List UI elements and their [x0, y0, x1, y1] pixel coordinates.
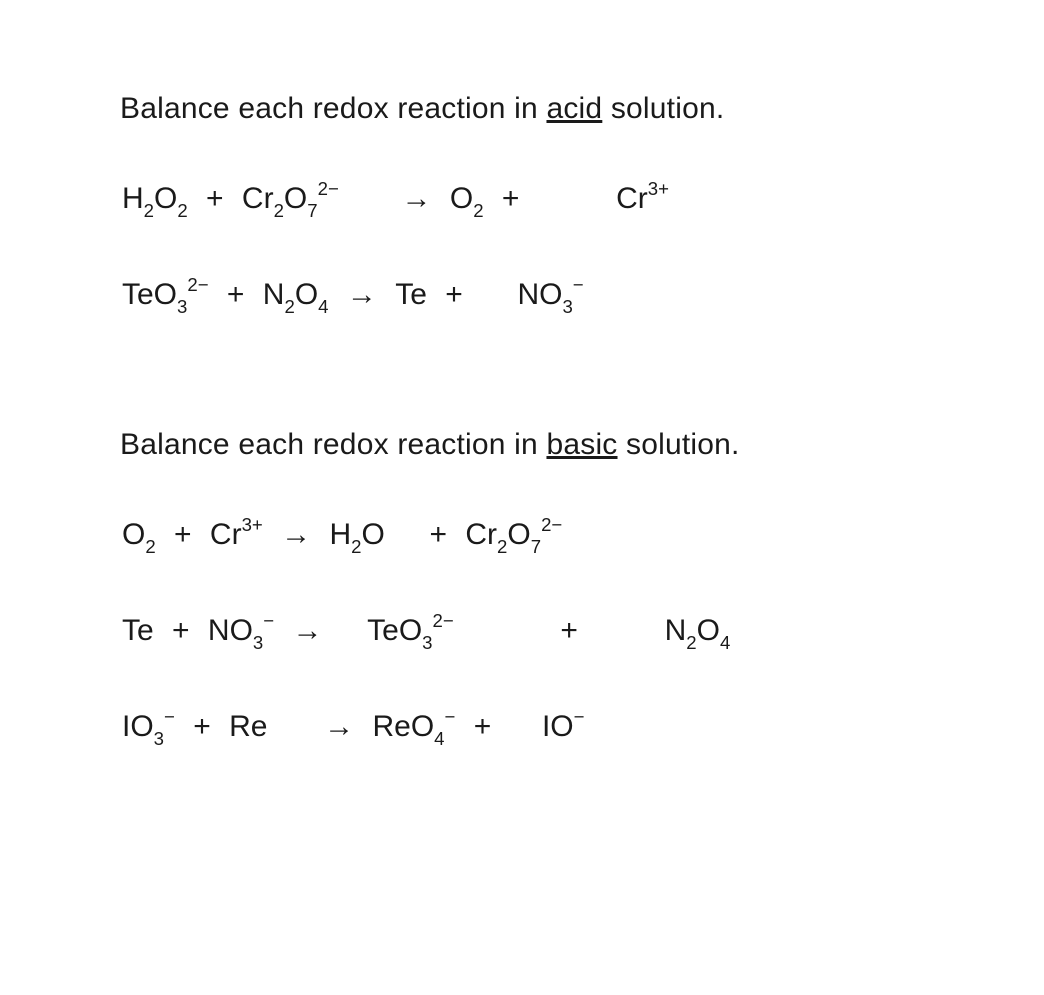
species: TeO32−: [122, 274, 209, 318]
equation-acid-2: TeO32− + N2O4 → Te + NO3−: [120, 274, 984, 318]
plus-icon: +: [193, 706, 211, 748]
plus-icon: +: [174, 514, 192, 556]
plus-icon: +: [445, 274, 463, 316]
equation-basic-3: IO3− + Re → ReO4− + IO−: [120, 706, 984, 750]
plus-icon: +: [206, 178, 224, 220]
species: Cr2O72−: [242, 178, 339, 222]
species: H2O2: [122, 178, 188, 222]
species: N2O4: [665, 610, 731, 654]
plus-icon: +: [502, 178, 520, 220]
plus-icon: +: [430, 514, 448, 556]
species: NO3−: [517, 274, 583, 318]
species: Te: [122, 610, 154, 652]
page: Balance each redox reaction in acid solu…: [0, 0, 1044, 842]
species: N2O4: [263, 274, 329, 318]
species: TeO32−: [367, 610, 454, 654]
equation-basic-2: Te + NO3− → TeO32− + N2O4: [120, 610, 984, 654]
equation-basic-1: O2 + Cr3+ → H2O + Cr2O72−: [120, 514, 984, 558]
species: Re: [229, 706, 267, 748]
basic-heading-after: solution.: [618, 428, 740, 461]
species: Cr3+: [616, 178, 669, 220]
species: IO−: [542, 706, 585, 748]
basic-heading: Balance each redox reaction in basic sol…: [120, 428, 984, 462]
species: H2O: [329, 514, 384, 558]
plus-icon: +: [227, 274, 245, 316]
acid-heading-underlined: acid: [546, 92, 602, 125]
species: NO3−: [208, 610, 274, 654]
arrow-icon: →: [347, 274, 377, 316]
equation-acid-1: H2O2 + Cr2O72− → O2 + Cr3+: [120, 178, 984, 222]
species: ReO4−: [372, 706, 455, 750]
arrow-icon: →: [402, 178, 432, 220]
acid-heading-after: solution.: [602, 92, 724, 125]
basic-heading-before: Balance each redox reaction in: [120, 428, 546, 461]
plus-icon: +: [172, 610, 190, 652]
arrow-icon: →: [281, 514, 311, 556]
species: O2: [450, 178, 484, 222]
species: Cr2O72−: [465, 514, 562, 558]
species: IO3−: [122, 706, 175, 750]
arrow-icon: →: [324, 706, 354, 748]
acid-heading: Balance each redox reaction in acid solu…: [120, 92, 984, 126]
species: Cr3+: [210, 514, 263, 556]
basic-heading-underlined: basic: [546, 428, 617, 461]
acid-heading-before: Balance each redox reaction in: [120, 92, 546, 125]
arrow-icon: →: [292, 610, 322, 652]
plus-icon: +: [474, 706, 492, 748]
species: O2: [122, 514, 156, 558]
plus-icon: +: [560, 610, 578, 652]
species: Te: [395, 274, 427, 316]
